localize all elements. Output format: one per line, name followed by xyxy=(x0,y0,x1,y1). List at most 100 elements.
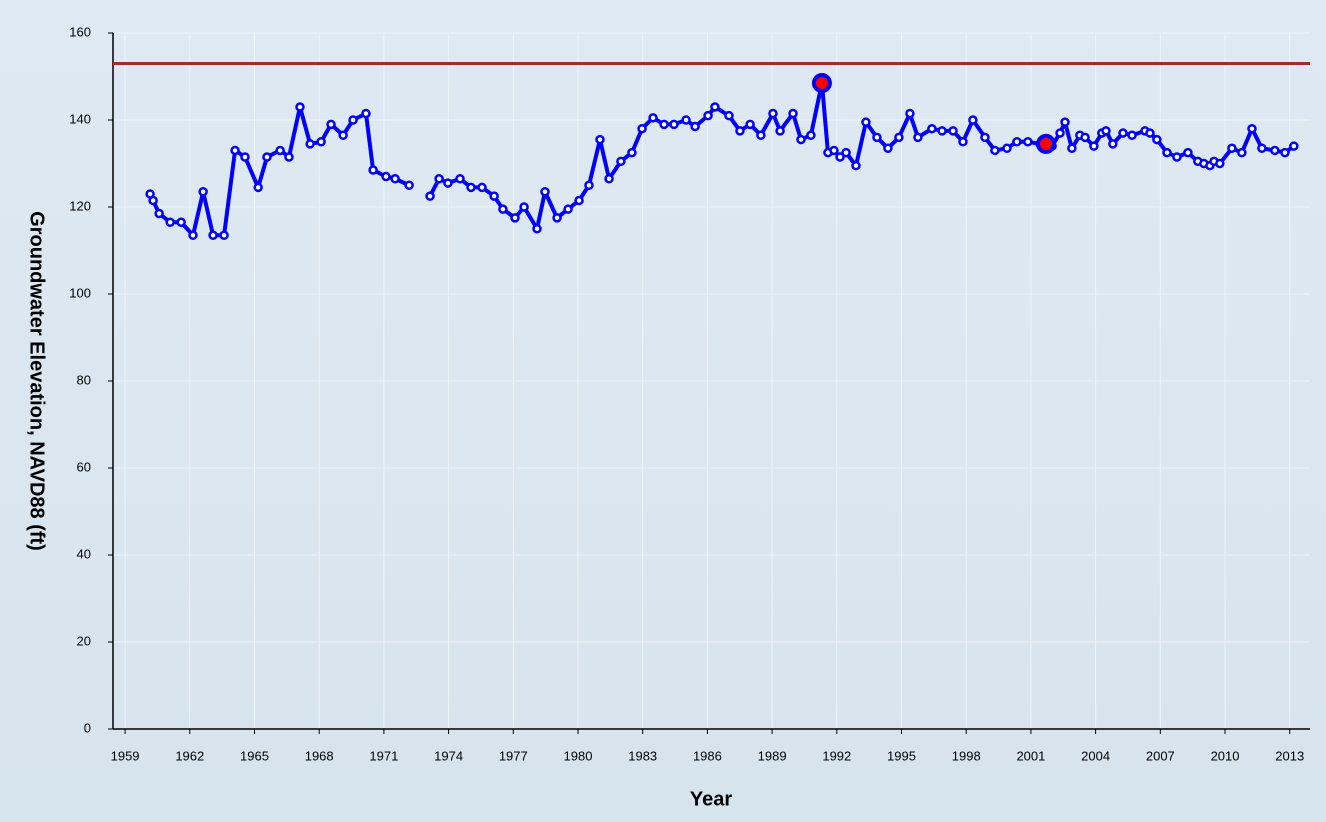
data-point xyxy=(724,110,734,121)
data-point xyxy=(806,130,816,140)
data-point xyxy=(648,113,658,123)
x-tick-label: 1974 xyxy=(434,748,463,763)
data-point xyxy=(968,115,978,125)
data-point xyxy=(1055,128,1065,138)
data-point xyxy=(1152,134,1162,145)
data-point xyxy=(768,108,778,119)
data-point xyxy=(489,191,499,201)
data-point xyxy=(275,145,285,156)
data-point xyxy=(584,180,594,190)
data-point xyxy=(574,195,584,206)
data-point xyxy=(756,130,766,140)
data-point xyxy=(219,230,229,241)
data-point xyxy=(788,108,798,119)
data-point xyxy=(835,152,845,162)
data-point xyxy=(1118,128,1128,138)
x-tick-label: 2010 xyxy=(1211,748,1240,763)
data-point xyxy=(532,224,542,234)
data-point xyxy=(1237,147,1247,158)
data-point xyxy=(1127,130,1137,140)
data-point xyxy=(927,123,937,134)
data-point xyxy=(1289,141,1299,151)
data-point xyxy=(466,182,476,193)
data-point xyxy=(616,156,626,167)
data-point xyxy=(1108,139,1118,149)
y-tick-label: 0 xyxy=(84,720,91,735)
data-point xyxy=(540,187,550,197)
data-point xyxy=(1060,117,1070,127)
data-point xyxy=(861,117,871,127)
data-point xyxy=(1270,145,1280,156)
data-point xyxy=(1257,143,1267,154)
x-axis-label: Year xyxy=(690,788,732,810)
data-point xyxy=(1067,143,1077,154)
data-point xyxy=(316,137,326,147)
data-point xyxy=(745,119,755,130)
data-point xyxy=(669,119,679,130)
data-point xyxy=(690,121,700,132)
data-point xyxy=(905,108,915,119)
data-point xyxy=(958,137,968,147)
data-point xyxy=(595,134,605,145)
x-tick-label: 2001 xyxy=(1016,748,1045,763)
data-point xyxy=(1080,132,1090,143)
data-point xyxy=(443,178,453,188)
x-tick-label: 1968 xyxy=(305,748,334,763)
data-point xyxy=(1101,126,1111,136)
data-point xyxy=(348,115,358,125)
data-point xyxy=(775,126,785,136)
data-point xyxy=(510,213,520,223)
data-point xyxy=(198,187,208,197)
data-point xyxy=(627,147,637,158)
data-point xyxy=(980,132,990,143)
y-tick-label: 160 xyxy=(69,24,91,39)
data-point xyxy=(425,191,435,201)
data-point xyxy=(176,217,186,227)
data-point xyxy=(681,115,691,125)
data-point xyxy=(381,171,391,182)
y-tick-label: 140 xyxy=(69,111,91,126)
data-point xyxy=(604,173,614,184)
data-point xyxy=(208,230,218,241)
x-tick-label: 2004 xyxy=(1081,748,1110,763)
x-tick-label: 1962 xyxy=(175,748,204,763)
data-point xyxy=(148,195,158,206)
x-tick-label: 2007 xyxy=(1146,748,1175,763)
data-point xyxy=(240,152,250,162)
data-point xyxy=(1002,143,1012,154)
data-point xyxy=(894,132,904,143)
data-point xyxy=(498,204,508,214)
data-point xyxy=(434,173,444,184)
data-point xyxy=(368,165,378,175)
data-point xyxy=(295,102,305,112)
data-point xyxy=(154,208,164,219)
data-point xyxy=(284,152,294,162)
data-point xyxy=(404,180,414,190)
y-tick-label: 120 xyxy=(69,198,91,213)
x-tick-label: 1986 xyxy=(693,748,722,763)
data-point xyxy=(703,110,713,121)
data-point xyxy=(455,173,465,184)
data-point xyxy=(851,160,861,171)
series-line xyxy=(148,81,1296,238)
data-point xyxy=(1215,158,1225,169)
y-tick-label: 80 xyxy=(77,372,91,387)
data-point xyxy=(390,173,400,184)
x-tick-label: 1998 xyxy=(952,748,981,763)
data-point xyxy=(1145,128,1155,138)
data-point xyxy=(913,132,923,143)
data-point xyxy=(735,126,745,136)
data-point xyxy=(361,108,371,119)
y-axis-label: Groundwater Elevation, NAVD88 (ft) xyxy=(26,211,48,551)
x-tick-label: 1980 xyxy=(564,748,593,763)
data-point xyxy=(338,130,348,140)
data-point xyxy=(563,204,573,214)
x-tick-label: 1971 xyxy=(369,748,398,763)
x-tick-label: 1992 xyxy=(822,748,851,763)
data-point xyxy=(230,145,240,156)
x-tick-label: 1989 xyxy=(758,748,787,763)
x-tick-label: 2013 xyxy=(1275,748,1304,763)
data-point xyxy=(1247,123,1257,134)
data-point xyxy=(519,202,529,212)
